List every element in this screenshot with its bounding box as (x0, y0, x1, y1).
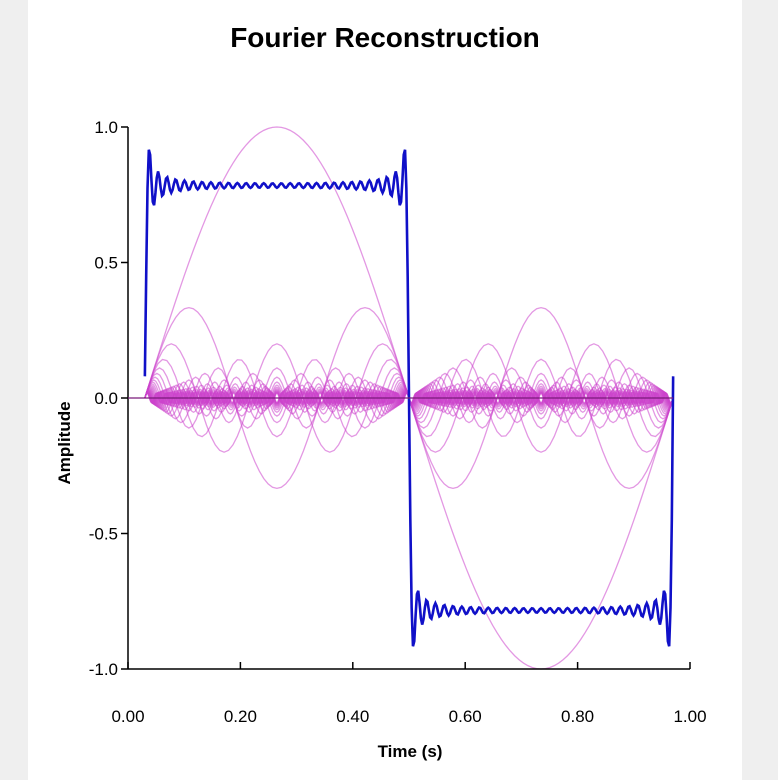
chart-title: Fourier Reconstruction (230, 22, 540, 53)
axes: 1.0 0.5 0.0 -0.5 -1.0 0.00 0.20 0.40 0.60 0.80 1.0… (55, 118, 707, 761)
y-tick-label: 0.5 (94, 254, 118, 273)
x-tick-label: 0.60 (449, 707, 482, 726)
y-tick-label: 0.0 (94, 389, 118, 408)
x-tick-label: 0.80 (561, 707, 594, 726)
y-tick-label: -1.0 (89, 660, 118, 679)
y-tick-label: -0.5 (89, 525, 118, 544)
x-tick-label: 0.40 (336, 707, 369, 726)
x-axis-title: Time (s) (378, 742, 443, 761)
x-tick-label: 1.00 (673, 707, 706, 726)
x-tick-label: 0.00 (111, 707, 144, 726)
y-axis-title: Amplitude (55, 401, 74, 484)
x-tick-label: 0.20 (224, 707, 257, 726)
y-tick-label: 1.0 (94, 118, 118, 137)
